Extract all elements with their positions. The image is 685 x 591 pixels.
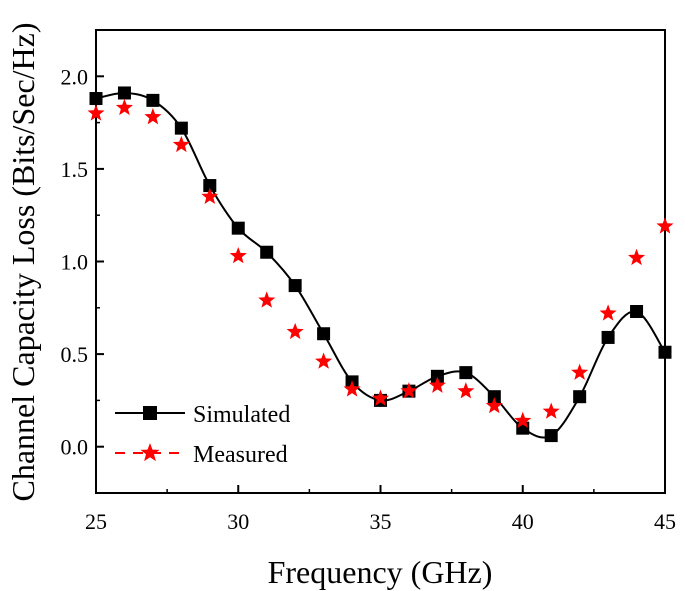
x-axis-title: Frequency (GHz)	[268, 554, 493, 590]
legend-measured-label: Measured	[193, 442, 288, 468]
simulated-point	[317, 327, 331, 341]
legend-simulated-label: Simulated	[193, 402, 290, 428]
measured-point	[400, 382, 418, 399]
measured-point	[371, 389, 390, 406]
simulated-point	[203, 179, 217, 193]
x-tick-label: 30	[227, 509, 249, 534]
x-tick-label: 45	[654, 509, 676, 534]
simulated-point	[487, 390, 501, 404]
simulated-point	[288, 279, 302, 293]
measured-point	[258, 291, 276, 308]
simulated-point	[601, 330, 615, 344]
x-axis: 25 30 35 40 45	[85, 485, 676, 534]
x-tick-label: 25	[85, 509, 107, 534]
y-tick-label: 0.0	[61, 435, 89, 460]
y-tick-label: 0.5	[61, 342, 89, 367]
measured-point	[144, 108, 162, 125]
legend-measured-marker	[140, 443, 160, 462]
simulated-point	[544, 429, 558, 443]
measured-point	[514, 411, 532, 429]
plot-frame	[95, 29, 666, 494]
simulated-point	[573, 390, 587, 404]
measured-point	[87, 104, 105, 121]
legend-simulated-marker	[143, 406, 157, 420]
simulated-point	[231, 221, 245, 235]
measured-point	[656, 217, 674, 234]
simulated-point	[117, 86, 131, 100]
measured-point	[599, 304, 617, 321]
simulated-point	[260, 245, 274, 259]
measured-point	[627, 248, 646, 266]
measured-point	[201, 187, 219, 204]
simulated-point	[459, 366, 473, 380]
measured-point	[115, 98, 134, 116]
series-measured-markers	[87, 98, 674, 429]
simulated-point	[174, 121, 188, 135]
x-tick-label: 35	[370, 509, 392, 534]
measured-point	[571, 363, 589, 380]
y-tick-label: 1.0	[61, 250, 89, 275]
y-axis: 0.0 0.5 1.0 1.5 2.0	[61, 64, 104, 494]
x-tick-label: 40	[512, 509, 534, 534]
measured-point	[428, 376, 446, 393]
measured-point	[457, 382, 475, 399]
simulated-point	[630, 305, 644, 319]
simulated-point	[146, 93, 160, 107]
simulated-point	[89, 92, 103, 106]
y-tick-label: 2.0	[61, 64, 89, 89]
y-axis-title: Channel Capacity Loss (Bits/Sec/Hz)	[5, 22, 41, 501]
measured-point	[485, 396, 503, 414]
measured-point	[229, 246, 247, 264]
measured-point	[343, 380, 361, 397]
simulated-point	[658, 345, 672, 359]
simulated-point	[430, 369, 444, 383]
y-tick-label: 1.5	[61, 157, 89, 182]
measured-point	[172, 135, 190, 153]
measured-point	[542, 402, 560, 419]
measured-point	[286, 322, 304, 340]
legend: Simulated Measured	[115, 402, 290, 468]
measured-point	[315, 352, 333, 369]
